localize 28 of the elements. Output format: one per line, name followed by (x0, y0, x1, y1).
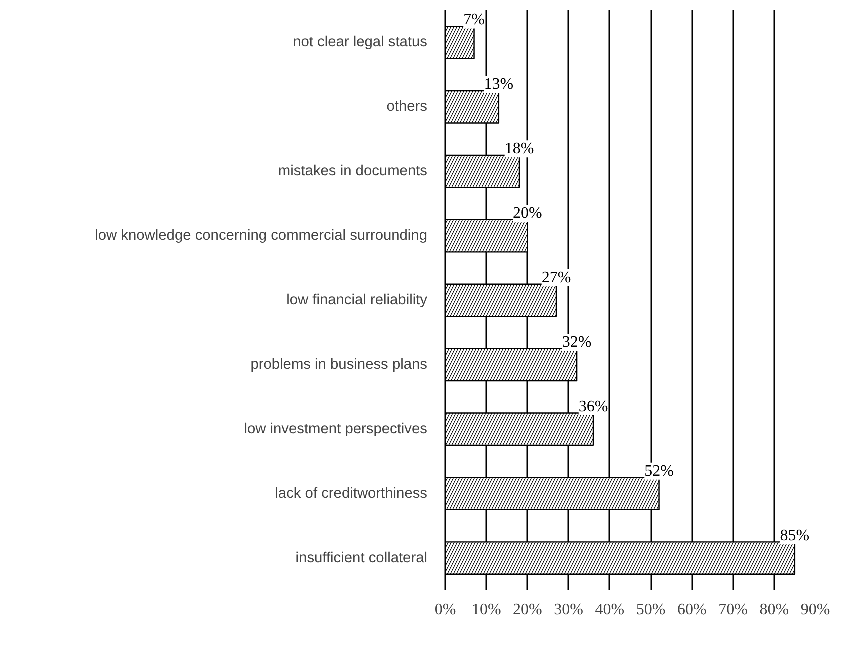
data-label: 20% (513, 205, 542, 222)
x-tick-label: 40% (595, 602, 625, 618)
y-tick-label: lack of creditworthiness (275, 486, 428, 502)
data-label: 7% (464, 12, 485, 29)
x-tick-label: 70% (718, 602, 748, 618)
x-tick-label: 90% (800, 602, 830, 618)
x-tick-label: 0% (434, 602, 456, 618)
data-label: 13% (484, 76, 514, 94)
y-tick-label: not clear legal status (293, 34, 428, 51)
y-tick-label: mistakes in documents (278, 164, 428, 180)
x-tick-label: 80% (760, 602, 790, 618)
y-tick-label: problems in business plans (250, 356, 428, 373)
data-label: 52% (644, 462, 674, 480)
data-label: 32% (562, 334, 592, 351)
x-tick-label: 30% (554, 602, 584, 618)
data-label: 36% (578, 398, 608, 416)
x-tick-label: 20% (513, 602, 542, 618)
y-tick-label: low financial reliability (286, 292, 428, 308)
y-tick-label: low investment perspectives (244, 421, 428, 438)
data-label: 27% (542, 270, 572, 286)
x-tick-label: 50% (636, 602, 666, 618)
y-tick-label: low knowledge concerning commercial surrounding (95, 228, 428, 244)
data-label: 85% (780, 527, 810, 544)
y-tick-label: insufficient collateral (296, 550, 428, 566)
data-label: 18% (504, 140, 534, 158)
x-tick-label: 60% (678, 602, 707, 618)
x-tick-label: 10% (472, 602, 502, 618)
y-tick-label: others (386, 99, 428, 116)
